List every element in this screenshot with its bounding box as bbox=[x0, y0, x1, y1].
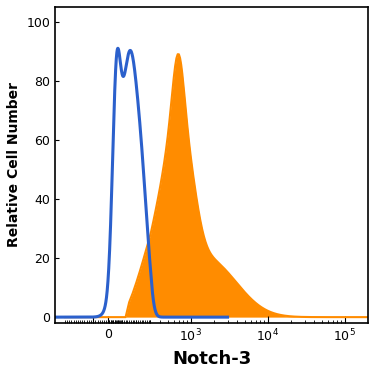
X-axis label: Notch-3: Notch-3 bbox=[172, 350, 251, 368]
Y-axis label: Relative Cell Number: Relative Cell Number bbox=[7, 82, 21, 248]
